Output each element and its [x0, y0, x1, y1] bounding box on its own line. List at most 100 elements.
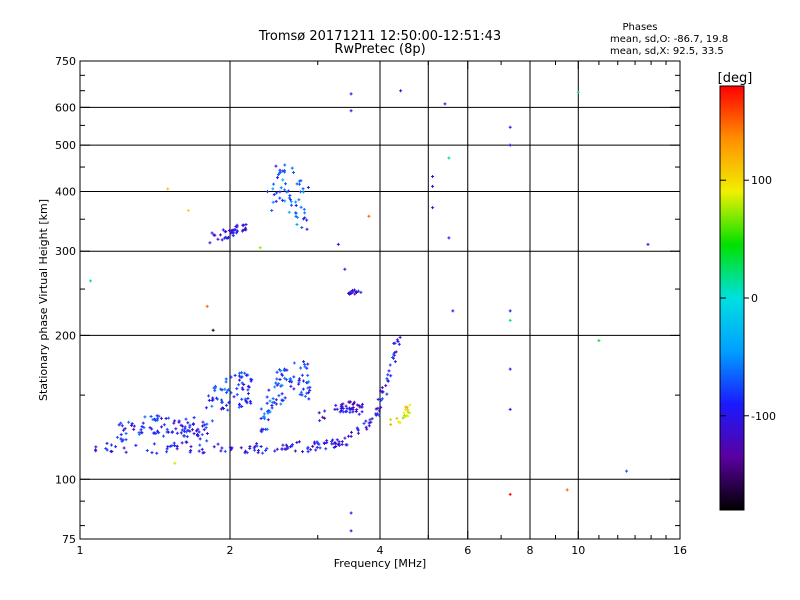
echo-point — [370, 417, 374, 421]
x-tick-label: 8 — [527, 544, 534, 557]
echo-point — [248, 399, 252, 403]
echo-point — [224, 377, 228, 381]
echo-point — [391, 356, 395, 360]
echo-point — [286, 189, 290, 193]
echo-point — [278, 190, 282, 194]
echo-point — [278, 377, 282, 381]
echo-point — [231, 234, 235, 238]
echo-point — [405, 405, 409, 409]
echo-point — [293, 449, 297, 453]
echo-point — [318, 446, 322, 450]
echo-point — [395, 338, 399, 342]
echo-point — [321, 415, 325, 419]
echo-point — [368, 418, 372, 422]
echo-point — [266, 409, 270, 413]
echo-point — [345, 407, 349, 411]
echo-point — [234, 224, 238, 228]
echo-point — [397, 342, 401, 346]
echo-point — [132, 424, 136, 428]
echo-point — [360, 410, 364, 414]
echo-point — [229, 231, 233, 235]
echo-point — [241, 223, 245, 227]
echo-point — [308, 385, 312, 389]
echo-point — [240, 381, 244, 385]
echo-point — [451, 309, 455, 313]
echo-point — [238, 402, 242, 406]
echo-point — [508, 125, 512, 129]
echo-point — [297, 377, 301, 381]
echo-point — [343, 436, 347, 440]
echo-point — [408, 411, 412, 415]
echo-point — [274, 381, 278, 385]
echo-point — [284, 182, 288, 186]
colorbar-tick-label: 0 — [751, 292, 758, 305]
echo-point — [127, 420, 131, 424]
echo-point — [154, 419, 158, 423]
echo-point — [264, 427, 268, 431]
echo-point — [268, 399, 272, 403]
echo-point — [154, 431, 158, 435]
echo-point — [356, 431, 360, 435]
echo-point — [389, 374, 393, 378]
echo-point — [307, 380, 311, 384]
echo-point — [266, 411, 270, 415]
echo-point — [280, 392, 284, 396]
chart-subtitle: RwPretec (8p) — [334, 42, 425, 57]
echo-point — [207, 394, 211, 398]
echo-point — [229, 375, 233, 379]
echo-point — [334, 403, 338, 407]
echo-point — [119, 421, 123, 425]
echo-point — [301, 190, 305, 194]
echo-point — [232, 395, 236, 399]
echo-point — [288, 379, 292, 383]
echo-point — [395, 416, 399, 420]
echo-point — [227, 228, 231, 232]
echo-point — [294, 214, 298, 218]
echo-point — [188, 423, 192, 427]
echo-point — [323, 416, 327, 420]
echo-point — [305, 391, 309, 395]
echo-point — [285, 190, 289, 194]
echo-point — [213, 233, 217, 237]
echo-point — [186, 209, 190, 213]
echo-point — [431, 174, 435, 178]
echo-point — [210, 419, 214, 423]
x-tick-label: 4 — [377, 544, 384, 557]
echo-point — [152, 442, 156, 446]
echo-point — [380, 386, 384, 390]
x-tick-label: 6 — [464, 544, 471, 557]
echo-point — [150, 451, 154, 455]
echo-point — [277, 394, 281, 398]
echo-point — [374, 412, 378, 416]
echo-point — [266, 418, 270, 422]
echo-point — [275, 191, 279, 195]
echo-point — [150, 427, 154, 431]
echo-point — [189, 445, 193, 449]
echo-point — [264, 448, 268, 452]
echo-point — [349, 529, 353, 533]
echo-point — [397, 420, 401, 424]
echo-point — [94, 449, 98, 453]
echo-point — [156, 429, 160, 433]
echo-point — [192, 416, 196, 420]
echo-point — [274, 402, 278, 406]
echo-point — [308, 388, 312, 392]
echo-point — [294, 200, 298, 204]
echo-point — [280, 447, 284, 451]
echo-point — [271, 400, 275, 404]
echo-point — [336, 443, 340, 447]
echo-point — [224, 403, 228, 407]
echo-point — [129, 423, 133, 427]
echo-point — [268, 410, 272, 414]
y-tick-label: 300 — [55, 245, 76, 258]
echo-point — [224, 391, 228, 395]
echo-point — [182, 429, 186, 433]
echo-point — [246, 392, 250, 396]
chart-title: Tromsø 20171211 12:50:00-12:51:43 — [258, 29, 501, 44]
echo-point — [241, 387, 245, 391]
echo-point — [168, 444, 172, 448]
echo-point — [173, 461, 177, 465]
echo-point — [398, 421, 402, 425]
echo-point — [280, 372, 284, 376]
echo-point — [300, 226, 304, 230]
